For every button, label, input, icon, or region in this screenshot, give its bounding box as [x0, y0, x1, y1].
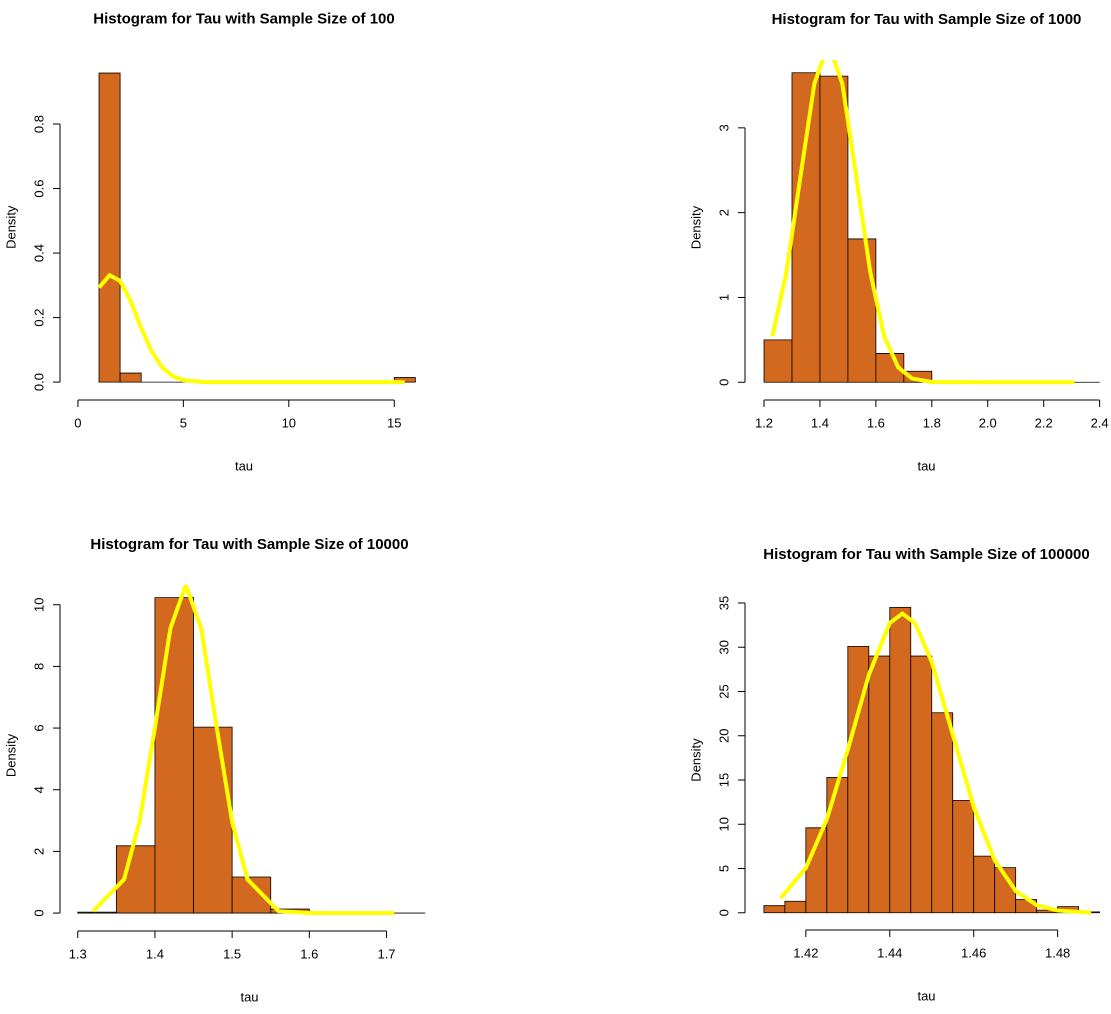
- histogram-bar: [910, 655, 933, 914]
- x-tick-label: 2.4: [1091, 415, 1109, 430]
- histogram-panel: Histogram for Tau with Sample Size of 10…: [3, 536, 426, 1004]
- y-tick-label: 2: [716, 209, 731, 216]
- y-tick-label: 5: [716, 865, 731, 872]
- histogram-panel: Histogram for Tau with Sample Size of 10…: [688, 546, 1101, 1003]
- y-tick-label: 0.4: [31, 244, 46, 262]
- y-tick-label: 0.2: [31, 309, 46, 327]
- y-tick-label: 0.6: [31, 179, 46, 197]
- histogram-bar: [154, 597, 194, 914]
- histogram-bar: [889, 606, 912, 914]
- y-tick-label: 4: [31, 786, 46, 793]
- y-tick-label: 10: [716, 817, 731, 831]
- y-axis-label: Density: [688, 738, 703, 782]
- histogram-bar: [231, 876, 272, 914]
- density-curve: [91, 585, 395, 916]
- y-tick-label: 0: [31, 909, 46, 916]
- y-tick-label: 0.8: [31, 115, 46, 133]
- x-tick-label: 2.0: [979, 415, 997, 430]
- chart-title: Histogram for Tau with Sample Size of 10…: [772, 11, 1082, 28]
- histogram-bar: [77, 911, 117, 914]
- x-tick-label: 5: [180, 415, 187, 430]
- x-tick-label: 10: [282, 415, 296, 430]
- x-axis-label: tau: [917, 988, 935, 1003]
- histogram-bar: [119, 372, 142, 383]
- x-tick-label: 0: [74, 415, 81, 430]
- y-tick-label: 25: [716, 684, 731, 698]
- chart-title: Histogram for Tau with Sample Size of 10…: [90, 536, 408, 553]
- histogram-bar: [791, 72, 821, 383]
- histogram-bar: [819, 75, 849, 383]
- x-tick-label: 1.7: [377, 946, 395, 961]
- y-axis-label: Density: [3, 205, 18, 249]
- y-tick-label: 20: [716, 729, 731, 743]
- x-tick-label: 1.2: [755, 415, 773, 430]
- y-tick-label: 0.0: [31, 373, 46, 391]
- histogram-bar: [952, 799, 975, 914]
- histogram-panel: Histogram for Tau with Sample Size of 10…: [688, 11, 1108, 473]
- y-axis-label: Density: [688, 205, 703, 249]
- y-tick-label: 10: [31, 597, 46, 611]
- histogram-bar: [994, 867, 1017, 914]
- y-tick-label: 8: [31, 663, 46, 670]
- y-tick-label: 0: [716, 909, 731, 916]
- x-tick-label: 1.44: [877, 945, 902, 960]
- x-tick-label: 15: [387, 415, 401, 430]
- histogram-bar: [868, 655, 891, 914]
- histogram-bar: [763, 905, 786, 914]
- histogram-bar: [98, 72, 121, 383]
- y-tick-label: 35: [716, 596, 731, 610]
- y-tick-label: 3: [716, 124, 731, 131]
- x-axis-label: tau: [240, 989, 258, 1004]
- y-tick-label: 1: [716, 294, 731, 301]
- y-tick-label: 0: [716, 379, 731, 386]
- histogram-bar: [931, 712, 954, 914]
- x-axis-label: tau: [917, 458, 935, 473]
- x-tick-label: 1.6: [300, 946, 318, 961]
- x-tick-label: 1.48: [1045, 945, 1070, 960]
- histogram-bar: [973, 855, 996, 914]
- chart-title: Histogram for Tau with Sample Size of 10…: [763, 546, 1089, 563]
- x-tick-label: 2.2: [1035, 415, 1053, 430]
- density-curve: [779, 611, 1092, 915]
- x-tick-label: 1.4: [811, 415, 829, 430]
- x-tick-label: 1.8: [923, 415, 941, 430]
- density-curve: [770, 60, 1075, 385]
- x-tick-label: 1.6: [867, 415, 885, 430]
- histogram-bar: [784, 900, 807, 914]
- y-tick-label: 15: [716, 773, 731, 787]
- x-tick-label: 1.46: [961, 945, 986, 960]
- y-tick-label: 30: [716, 640, 731, 654]
- histogram-bar: [847, 645, 870, 914]
- histogram-bar: [826, 776, 849, 914]
- y-tick-label: 2: [31, 848, 46, 855]
- histogram-bar: [763, 339, 793, 383]
- x-tick-label: 1.42: [793, 945, 818, 960]
- x-tick-label: 1.4: [146, 946, 164, 961]
- density-curve: [97, 272, 405, 385]
- histogram-bar: [193, 726, 233, 914]
- chart-title: Histogram for Tau with Sample Size of 10…: [93, 10, 394, 27]
- histogram-bar: [847, 238, 877, 383]
- histogram-panel: Histogram for Tau with Sample Size of 10…: [3, 10, 416, 473]
- y-axis-label: Density: [3, 733, 18, 777]
- x-tick-label: 1.5: [223, 946, 241, 961]
- x-tick-label: 1.3: [69, 946, 87, 961]
- y-tick-label: 6: [31, 724, 46, 731]
- x-axis-label: tau: [235, 458, 253, 473]
